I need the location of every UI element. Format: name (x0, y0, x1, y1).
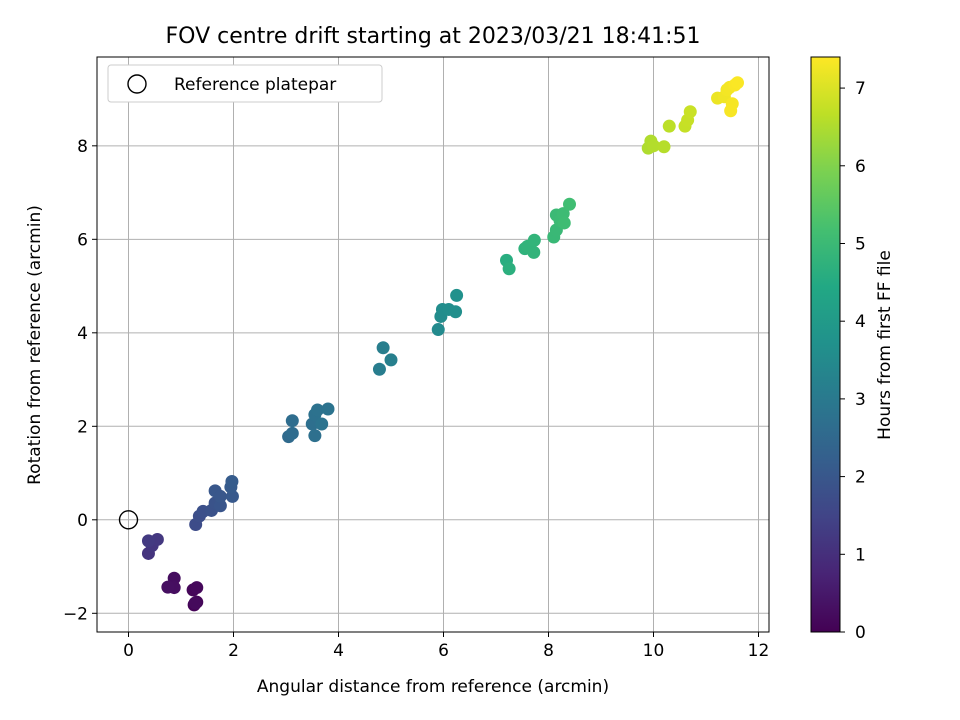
data-point (213, 489, 227, 503)
y-tick-label: −2 (63, 604, 88, 624)
data-point (683, 105, 697, 119)
x-tick-label: 2 (228, 641, 239, 661)
data-point (376, 341, 390, 355)
data-point (502, 262, 516, 276)
data-point (657, 140, 671, 154)
colorbar-tick-label: 7 (855, 79, 866, 99)
data-point (724, 104, 738, 118)
data-point (662, 119, 676, 133)
data-point (384, 353, 398, 367)
data-point (141, 534, 155, 548)
legend-box (107, 64, 383, 103)
colorbar-ticks: 0 1 2 3 4 5 6 7 (840, 79, 866, 643)
colorbar: 0 1 2 3 4 5 6 7 Hours from first FF file (810, 56, 895, 643)
colorbar-gradient (810, 56, 841, 633)
legend: Reference platepar (107, 64, 383, 103)
data-point (647, 139, 660, 153)
y-tick-label: 4 (77, 324, 88, 344)
y-axis-label: Rotation from reference (arcmin) (25, 205, 45, 485)
data-point (285, 414, 299, 428)
data-point (557, 216, 571, 230)
data-point (431, 323, 445, 337)
colorbar-tick-label: 0 (855, 623, 866, 643)
x-tick-label: 0 (123, 641, 134, 661)
data-point (188, 596, 202, 610)
x-tick-label: 8 (543, 641, 554, 661)
data-point (527, 233, 541, 247)
reference-platepar-marker (118, 510, 139, 530)
y-axis-ticks: −2 0 2 4 6 8 (63, 137, 97, 624)
data-points (118, 76, 744, 612)
x-tick-label: 4 (333, 641, 344, 661)
colorbar-tick-label: 5 (855, 234, 866, 254)
y-tick-label: 0 (77, 511, 88, 531)
data-point (731, 76, 744, 90)
data-point (315, 417, 329, 431)
data-point (190, 581, 204, 595)
data-point (285, 426, 299, 440)
y-tick-label: 2 (77, 417, 88, 437)
data-point (563, 197, 576, 211)
x-tick-label: 6 (438, 641, 449, 661)
chart-title: FOV centre drift starting at 2023/03/21 … (166, 24, 701, 49)
x-tick-label: 10 (643, 641, 665, 661)
data-point (450, 288, 464, 302)
y-tick-label: 8 (77, 137, 88, 157)
colorbar-tick-label: 3 (855, 390, 866, 410)
colorbar-tick-label: 2 (855, 468, 866, 488)
colorbar-tick-label: 4 (855, 312, 866, 332)
data-point (527, 245, 541, 259)
data-point (213, 499, 227, 513)
data-point (225, 474, 239, 488)
data-point (311, 403, 324, 417)
x-axis-ticks: 0 2 4 6 8 10 12 (123, 632, 769, 661)
x-tick-label: 12 (748, 641, 770, 661)
x-axis-label: Angular distance from reference (arcmin) (257, 677, 609, 697)
colorbar-tick-label: 6 (855, 157, 866, 177)
colorbar-tick-label: 1 (855, 545, 866, 565)
data-point (161, 580, 175, 594)
data-point (308, 429, 322, 443)
data-point (449, 305, 463, 319)
legend-marker (127, 74, 147, 94)
data-point (372, 362, 386, 376)
plot-frame (96, 56, 770, 633)
colorbar-label: Hours from first FF file (875, 250, 895, 440)
y-tick-label: 6 (77, 230, 88, 250)
legend-entry: Reference platepar (174, 75, 336, 95)
data-point (321, 402, 335, 416)
